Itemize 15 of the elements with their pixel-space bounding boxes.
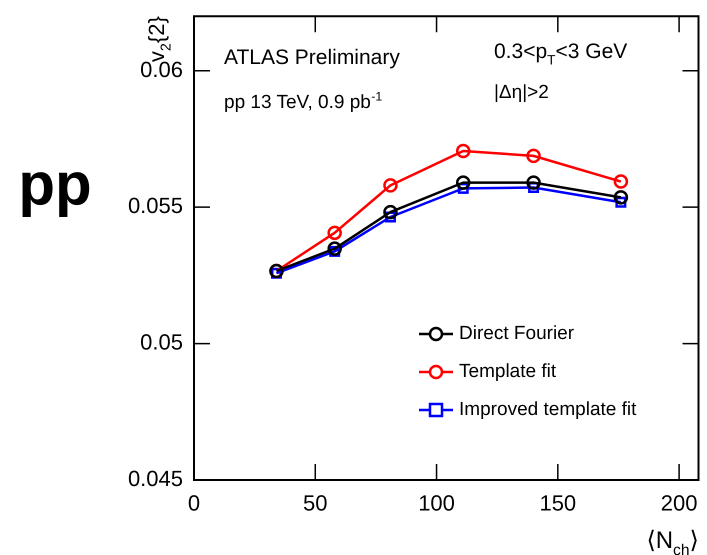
y-tick-label: 0.055 xyxy=(128,193,183,218)
legend-label: Template fit xyxy=(459,361,557,382)
x-tick-label: 150 xyxy=(539,490,576,516)
x-tick-label: 100 xyxy=(418,490,455,516)
annotation: |Δη|>2 xyxy=(494,82,549,104)
y-axis-title: v2{2} xyxy=(144,16,175,62)
y-tick-label: 0.05 xyxy=(140,330,183,355)
legend-label: Improved template fit xyxy=(459,399,638,420)
text: pp xyxy=(18,150,92,218)
x-tick-label: 200 xyxy=(660,490,698,516)
x-tick-label: 50 xyxy=(303,490,328,516)
y-tick-label: 0.045 xyxy=(128,466,183,492)
annotation: ATLAS Preliminary xyxy=(224,46,400,70)
legend-label: Direct Fourier xyxy=(459,323,575,344)
x-tick-label: 0 xyxy=(188,490,200,516)
